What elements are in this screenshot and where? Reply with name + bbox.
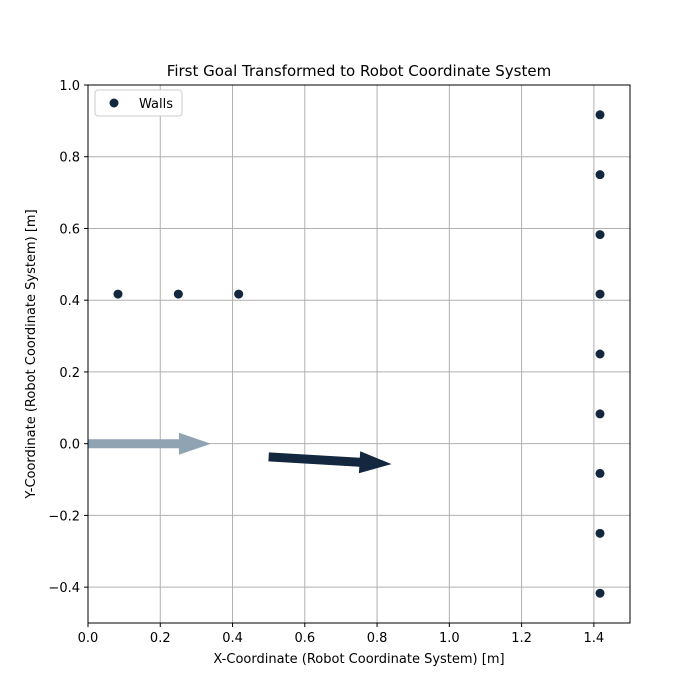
wall-point [595,170,605,180]
wall-point [113,289,123,299]
x-tick-label: 0.4 [222,631,243,646]
y-tick-label: 0.8 [59,151,80,166]
wall-point [234,289,244,299]
y-tick-label: −0.4 [48,581,80,596]
wall-points [113,110,605,598]
x-tick-label: 1.4 [584,631,605,646]
wall-point [595,588,605,598]
wall-point [595,230,605,240]
x-tick-label: 0.2 [150,631,171,646]
y-tick-label: 0.0 [59,438,80,453]
wall-point [595,409,605,419]
wall-point [595,468,605,478]
wall-point [595,349,605,359]
arrow-layer [88,432,392,474]
x-tick-label: 1.2 [511,631,532,646]
x-tick-label: 0.6 [294,631,315,646]
x-tick-label: 0.8 [367,631,388,646]
direction-arrow [88,432,211,455]
plot-frame [87,84,631,624]
y-axis-label: Y-Coordinate (Robot Coordinate System) [… [24,209,39,499]
axis-ticks: 0.0 0.2 0.4 0.6 0.8 1.0 1.2 1.4 −0.4 −0.2 0.0 0.2 0.… [48,79,604,646]
direction-arrow [268,451,392,474]
legend: Walls [94,89,183,117]
wall-point [595,528,605,538]
y-tick-label: 1.0 [59,79,80,94]
y-tick-label: −0.2 [48,509,80,524]
x-tick-label: 1.0 [439,631,460,646]
legend-label: Walls [139,97,173,112]
grid-lines [87,84,630,623]
wall-point [595,110,605,120]
wall-point [595,289,605,299]
y-tick-label: 0.4 [59,294,80,309]
y-tick-label: 0.6 [59,222,80,237]
wall-point [173,289,183,299]
legend-marker [109,98,119,108]
y-tick-label: 0.2 [59,366,80,381]
chart-title: First Goal Transformed to Robot Coordina… [167,62,551,80]
x-tick-label: 0.0 [78,631,99,646]
x-axis-label: X-Coordinate (Robot Coordinate System) [… [213,652,504,667]
legend-box [94,89,183,117]
